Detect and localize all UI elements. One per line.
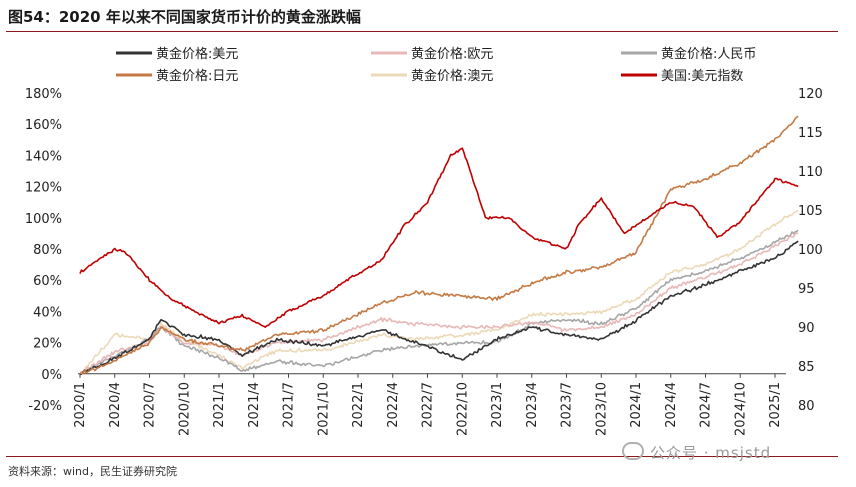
y-left-tick-label: 40% bbox=[33, 305, 62, 320]
y-right-tick-label: 115 bbox=[798, 126, 823, 141]
x-tick-label: 2022/10 bbox=[455, 382, 470, 436]
x-tick-label: 2020/7 bbox=[143, 382, 158, 428]
series-lines bbox=[79, 115, 799, 376]
x-tick-label: 2020/1 bbox=[73, 382, 88, 428]
x-tick-label: 2022/7 bbox=[421, 382, 436, 428]
y-right-tick-label: 120 bbox=[798, 87, 823, 102]
x-tick-label: 2020/10 bbox=[177, 382, 192, 436]
x-tick-label: 2025/1 bbox=[768, 382, 783, 428]
x-tick-label: 2023/10 bbox=[594, 382, 609, 436]
x-tick-label: 2023/4 bbox=[525, 382, 540, 428]
y-right-tick-label: 95 bbox=[798, 282, 815, 297]
legend-label: 黄金价格:人民币 bbox=[661, 46, 756, 62]
y-left-tick-label: 140% bbox=[25, 149, 62, 164]
x-tick-label: 2021/1 bbox=[212, 382, 227, 428]
legend-label: 黄金价格:美元 bbox=[156, 46, 238, 62]
legend-label: 黄金价格:欧元 bbox=[411, 46, 493, 62]
x-tick-label: 2022/1 bbox=[351, 382, 366, 428]
y-right-tick-label: 100 bbox=[798, 243, 823, 258]
x-tick-label: 2024/1 bbox=[629, 382, 644, 428]
x-tick-label: 2024/7 bbox=[699, 382, 714, 428]
x-tick-label: 2021/4 bbox=[247, 382, 262, 428]
y-left-tick-label: 120% bbox=[25, 181, 62, 196]
y-left-tick-label: 20% bbox=[33, 337, 62, 352]
source-note: 资料来源：wind，民生证券研究院 bbox=[8, 465, 178, 478]
series-line bbox=[79, 240, 799, 376]
series-line bbox=[79, 115, 799, 375]
title-rule bbox=[6, 31, 838, 32]
y-left-tick-label: -20% bbox=[28, 399, 62, 414]
x-tick-label: 2023/1 bbox=[490, 382, 505, 428]
y-right-tick-label: 105 bbox=[798, 204, 823, 219]
watermark: 公众号 · msjstd bbox=[622, 442, 771, 463]
series-line bbox=[79, 147, 799, 328]
y-left-tick-label: 100% bbox=[25, 212, 62, 227]
series-line bbox=[79, 232, 799, 373]
x-tick-label: 2024/10 bbox=[733, 382, 748, 436]
series-line bbox=[79, 209, 799, 375]
axes: 180% 160% 140% 120% 100% 80% 60% 40% 20% 0% -20% 12… bbox=[25, 87, 823, 436]
x-tick-label: 2023/7 bbox=[560, 382, 575, 428]
x-tick-label: 2021/10 bbox=[316, 382, 331, 436]
series-line bbox=[79, 229, 799, 375]
x-tick-label: 2021/7 bbox=[282, 382, 297, 428]
bottom-rule bbox=[6, 456, 838, 457]
y-left-tick-label: 180% bbox=[25, 87, 62, 102]
y-right-tick-label: 90 bbox=[798, 321, 815, 336]
y-right-tick-label: 85 bbox=[798, 360, 815, 375]
watermark-text: 公众号 · msjstd bbox=[650, 444, 772, 462]
y-left-tick-label: 160% bbox=[25, 118, 62, 133]
figure-title: 图54：2020 年以来不同国家货币计价的黄金涨跌幅 bbox=[8, 8, 361, 26]
wechat-icon bbox=[622, 442, 644, 460]
y-right-tick-label: 80 bbox=[798, 399, 815, 414]
y-right-tick-label: 110 bbox=[798, 165, 823, 180]
x-tick-label: 2022/4 bbox=[386, 382, 401, 428]
legend-label: 黄金价格:日元 bbox=[156, 68, 238, 84]
x-tick-label: 2020/4 bbox=[108, 382, 123, 428]
y-left-tick-label: 80% bbox=[33, 243, 62, 258]
y-left-tick-label: 60% bbox=[33, 274, 62, 289]
y-left-tick-label: 0% bbox=[41, 368, 62, 383]
legend-label: 美国:美元指数 bbox=[661, 69, 743, 84]
x-tick-label: 2024/4 bbox=[664, 382, 679, 428]
legend-label: 黄金价格:澳元 bbox=[411, 68, 493, 84]
